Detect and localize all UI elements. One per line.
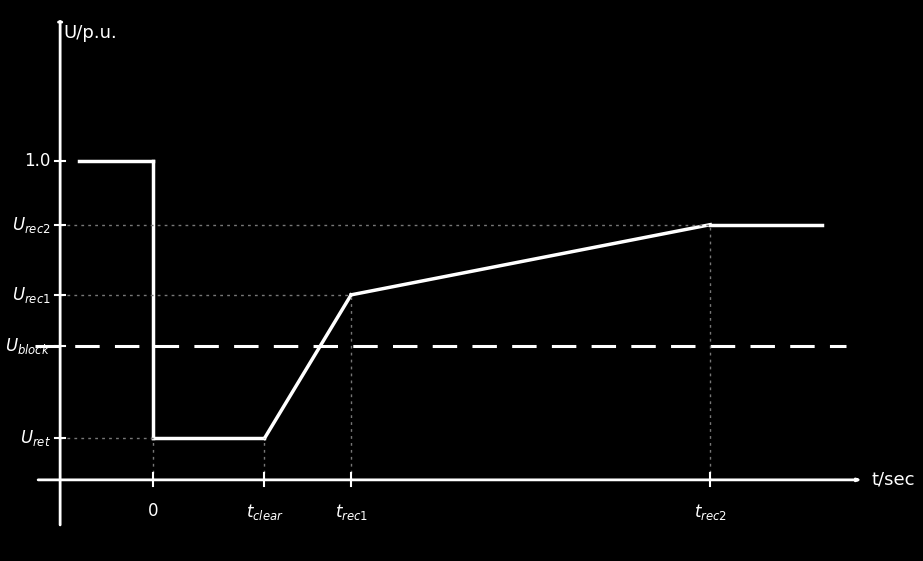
Text: $t_{rec1}$: $t_{rec1}$ [334,502,367,522]
Text: U/p.u.: U/p.u. [64,24,117,42]
Text: $U_{rec1}$: $U_{rec1}$ [12,285,51,305]
Text: t/sec: t/sec [871,471,915,489]
Text: $t_{rec2}$: $t_{rec2}$ [694,502,726,522]
Text: 0: 0 [148,502,158,520]
Text: $U_{block}$: $U_{block}$ [6,336,51,356]
Text: 1.0: 1.0 [25,152,51,170]
Text: $U_{rec2}$: $U_{rec2}$ [12,215,51,234]
Text: $t_{clear}$: $t_{clear}$ [246,502,283,522]
Text: $U_{ret}$: $U_{ret}$ [19,429,51,448]
